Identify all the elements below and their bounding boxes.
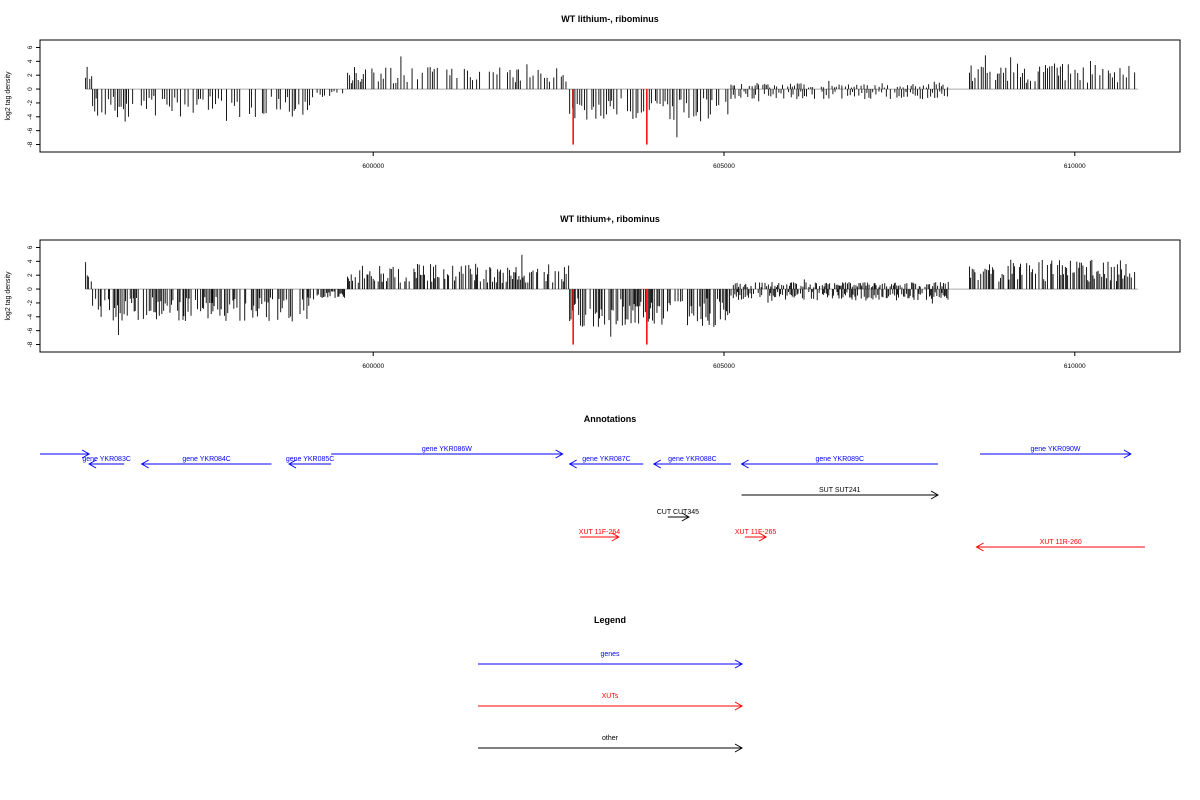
y-tick-label: 6 <box>27 245 34 249</box>
y-tick-label: -6 <box>27 127 34 133</box>
feature-gene: gene YKR089C <box>740 456 938 469</box>
y-tick-label: -8 <box>27 341 34 347</box>
feature-xut: XUT 11F-265 <box>735 529 776 542</box>
y-tick-label: 4 <box>27 59 34 63</box>
arrow-head <box>88 459 97 469</box>
arrow-head <box>930 490 939 500</box>
panel-wt-lithium-plus: WT lithium+, ribominus log2 tag density 6 4… <box>5 214 1181 370</box>
feature-gene: gene YKR083C <box>82 456 131 469</box>
legend-item: XUTs <box>478 693 744 711</box>
plot-frame <box>39 239 1181 353</box>
feature-label: SUT SUT241 <box>819 487 861 494</box>
feature-other: CUT CUT345 <box>657 509 699 522</box>
feature-gene: gene YKR086W <box>331 446 564 459</box>
feature-label: gene YKR090W <box>1030 446 1080 453</box>
feature-label: gene YKR087C <box>582 456 631 463</box>
arrow-head <box>975 542 984 552</box>
arrow-head <box>288 459 297 469</box>
feature-label: gene YKR086W <box>422 446 472 453</box>
annotations-title: Annotations <box>584 414 637 424</box>
feature-label: gene YKR085C <box>286 456 335 463</box>
arrow-head <box>758 532 768 542</box>
feature-xut: XUT 11F-264 <box>579 529 620 542</box>
feature-gene: gene YKR088C <box>652 456 732 469</box>
panel-title: WT lithium+, ribominus <box>560 214 660 224</box>
feature-label: CUT CUT345 <box>657 509 699 516</box>
x-tick-label: 610000 <box>1064 363 1086 370</box>
x-tick-label: 600000 <box>362 363 384 370</box>
feature-gene: gene YKR087C <box>568 456 644 469</box>
arrow-head <box>140 459 149 469</box>
feature-label: XUT 11F-265 <box>735 529 776 536</box>
y-tick-label: 0 <box>27 287 34 291</box>
x-tick-label: 610000 <box>1064 163 1086 170</box>
arrow-head <box>681 512 690 522</box>
arrow-head <box>1123 449 1132 459</box>
legend-item: genes <box>478 651 744 669</box>
y-tick-label: -2 <box>27 100 34 106</box>
panel-title: WT lithium-, ribominus <box>561 14 659 24</box>
legend-label: other <box>602 735 619 742</box>
arrow-head <box>734 701 744 711</box>
bars-group <box>85 55 1136 138</box>
x-tick-label: 605000 <box>713 163 735 170</box>
y-tick-label: -8 <box>27 141 34 147</box>
arrow-head <box>568 459 577 469</box>
y-tick-label: 2 <box>27 273 34 277</box>
plot-frame <box>39 39 1181 153</box>
annotations-track: Annotations gene YKR083C gene YKR084C gene … <box>40 414 1145 552</box>
y-tick-label: 0 <box>27 87 34 91</box>
legend-title: Legend <box>594 615 626 625</box>
feature-gene <box>40 449 91 459</box>
feature-label: gene YKR088C <box>668 456 717 463</box>
arrow-head <box>81 449 91 459</box>
y-tick-label: 4 <box>27 259 34 263</box>
feature-label: gene YKR084C <box>182 456 231 463</box>
arrow-head <box>555 449 564 459</box>
feature-xut: XUT 11R-260 <box>975 539 1145 552</box>
feature-label: gene YKR089C <box>815 456 864 463</box>
feature-label: XUT 11R-260 <box>1040 539 1082 546</box>
feature-gene: gene YKR084C <box>140 456 272 469</box>
legend-item: other <box>478 735 744 753</box>
arrow-head <box>740 459 749 469</box>
y-axis-label: log2 tag density <box>5 271 12 321</box>
x-tick-label: 605000 <box>713 363 735 370</box>
y-tick-label: -6 <box>27 327 34 333</box>
feature-label: gene YKR083C <box>82 456 131 463</box>
legend: Legend genes XUTs other <box>478 615 744 753</box>
y-tick-label: -2 <box>27 300 34 306</box>
y-axis-label: log2 tag density <box>5 71 12 121</box>
legend-label: XUTs <box>602 693 619 700</box>
panel-wt-lithium-minus: WT lithium-, ribominus log2 tag density 6 4… <box>5 14 1181 170</box>
bars-group <box>85 254 1136 337</box>
feature-other: SUT SUT241 <box>741 487 939 500</box>
y-tick-label: -4 <box>27 114 34 120</box>
y-tick-label: 2 <box>27 73 34 77</box>
legend-label: genes <box>600 651 620 658</box>
arrow-head <box>734 743 744 753</box>
y-tick-label: 6 <box>27 45 34 49</box>
arrow-head <box>734 659 744 669</box>
feature-label: XUT 11F-264 <box>579 529 620 536</box>
x-tick-label: 600000 <box>362 163 384 170</box>
feature-gene: gene YKR090W <box>980 446 1132 459</box>
arrow-head <box>611 532 620 542</box>
feature-gene: gene YKR085C <box>286 456 335 469</box>
arrow-head <box>652 459 662 469</box>
y-tick-label: -4 <box>27 314 34 320</box>
